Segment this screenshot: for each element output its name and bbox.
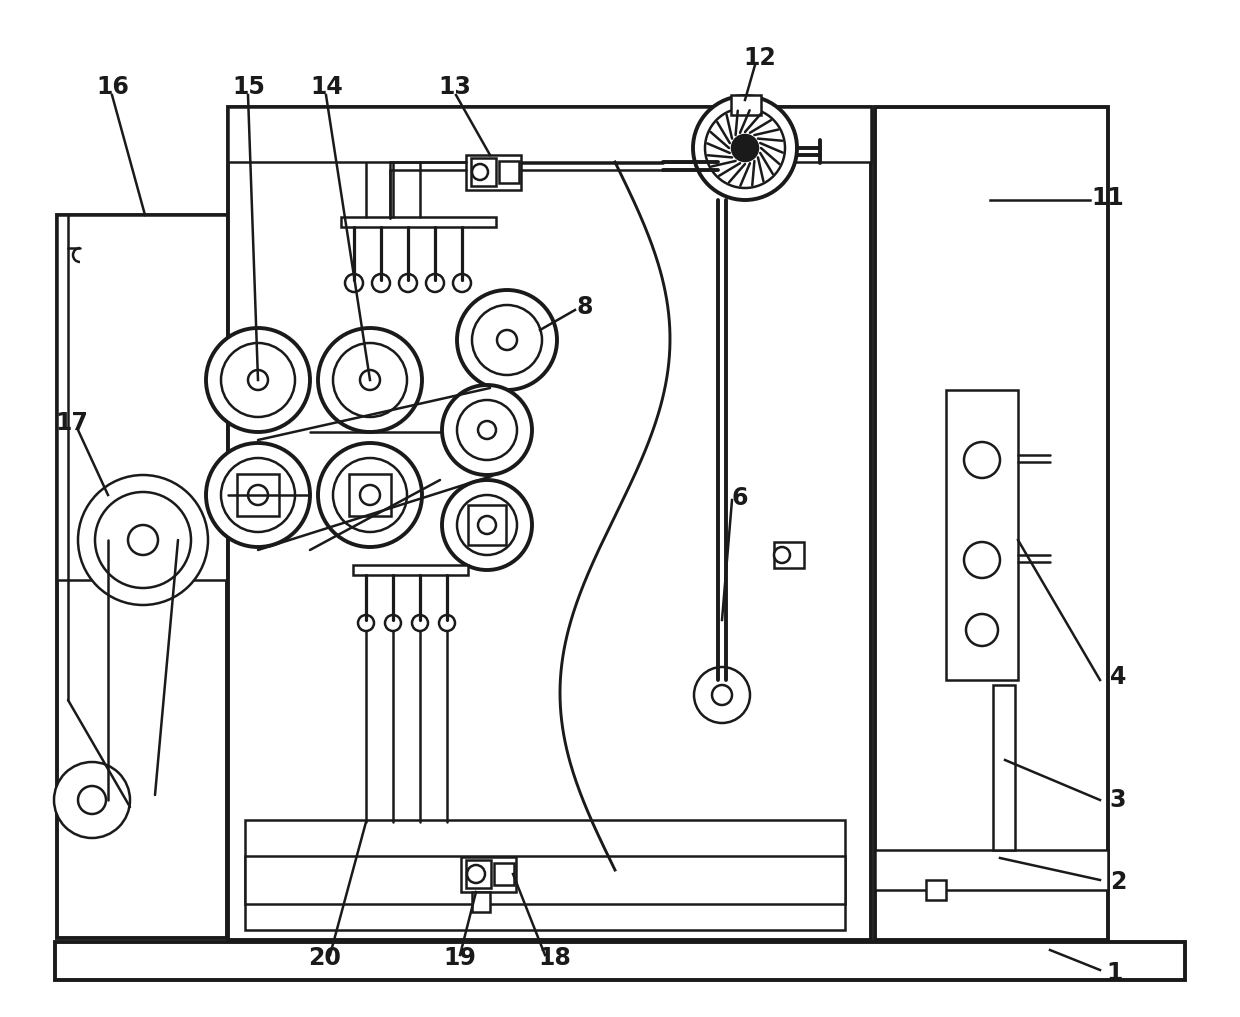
Circle shape	[458, 290, 557, 390]
Bar	[466, 155, 521, 190]
Circle shape	[963, 542, 999, 578]
Bar	[993, 685, 1016, 850]
Circle shape	[966, 614, 998, 646]
Circle shape	[399, 274, 417, 292]
Text: 3: 3	[1110, 788, 1126, 812]
Circle shape	[693, 96, 797, 200]
Circle shape	[439, 615, 455, 631]
Bar	[946, 390, 1018, 680]
Bar	[926, 880, 946, 900]
Circle shape	[472, 305, 542, 375]
Circle shape	[497, 330, 517, 350]
Circle shape	[712, 685, 732, 705]
Text: 13: 13	[439, 75, 471, 99]
Bar	[472, 892, 490, 912]
Circle shape	[453, 274, 471, 292]
Text: 1: 1	[1107, 961, 1123, 985]
Circle shape	[221, 343, 295, 417]
Circle shape	[78, 475, 208, 605]
Bar	[57, 215, 227, 580]
Circle shape	[774, 547, 790, 563]
Circle shape	[372, 274, 391, 292]
Circle shape	[441, 480, 532, 570]
Circle shape	[384, 615, 401, 631]
Text: 19: 19	[444, 946, 476, 970]
Circle shape	[317, 328, 422, 432]
Text: 2: 2	[1110, 870, 1126, 894]
Circle shape	[317, 443, 422, 547]
Circle shape	[441, 385, 532, 475]
Bar	[732, 95, 761, 115]
Circle shape	[412, 615, 428, 631]
Circle shape	[206, 328, 310, 432]
Bar	[228, 107, 870, 162]
Circle shape	[248, 485, 268, 505]
Circle shape	[706, 108, 785, 188]
Text: 15: 15	[233, 75, 265, 99]
Text: 11: 11	[1091, 186, 1125, 210]
Text: 8: 8	[577, 295, 593, 319]
Circle shape	[334, 343, 407, 417]
Bar	[57, 215, 227, 938]
Circle shape	[358, 615, 374, 631]
Bar	[498, 161, 520, 183]
Bar	[55, 942, 1185, 980]
Bar	[875, 850, 1109, 890]
Text: 18: 18	[538, 946, 572, 970]
Circle shape	[694, 667, 750, 723]
Circle shape	[458, 495, 517, 555]
Bar	[237, 474, 279, 516]
Bar	[494, 863, 515, 885]
Text: 4: 4	[1110, 665, 1126, 689]
Text: 6: 6	[732, 486, 748, 510]
Text: 20: 20	[309, 946, 341, 970]
Circle shape	[55, 762, 130, 838]
Bar	[246, 856, 844, 904]
Circle shape	[334, 458, 407, 532]
Bar	[774, 542, 804, 569]
Circle shape	[477, 421, 496, 439]
Text: 14: 14	[311, 75, 343, 99]
Bar	[471, 158, 496, 186]
Bar	[341, 217, 496, 227]
Bar	[348, 474, 391, 516]
Circle shape	[472, 164, 489, 180]
Text: 17: 17	[56, 411, 88, 435]
Circle shape	[248, 370, 268, 390]
Bar	[246, 820, 844, 930]
Circle shape	[345, 274, 363, 292]
Circle shape	[427, 274, 444, 292]
Circle shape	[477, 516, 496, 534]
Circle shape	[221, 458, 295, 532]
Circle shape	[732, 135, 758, 161]
Circle shape	[128, 525, 157, 555]
Bar	[875, 107, 1109, 940]
Bar	[228, 107, 870, 940]
Text: 12: 12	[744, 46, 776, 70]
Circle shape	[963, 442, 999, 478]
Circle shape	[360, 485, 379, 505]
Circle shape	[206, 443, 310, 547]
Circle shape	[78, 786, 105, 814]
Bar	[353, 565, 467, 575]
Circle shape	[360, 370, 379, 390]
Circle shape	[95, 492, 191, 588]
Circle shape	[458, 400, 517, 460]
Text: 16: 16	[97, 75, 129, 99]
Circle shape	[467, 865, 485, 883]
Bar	[466, 860, 491, 888]
Bar	[467, 505, 506, 545]
Bar	[461, 857, 516, 892]
